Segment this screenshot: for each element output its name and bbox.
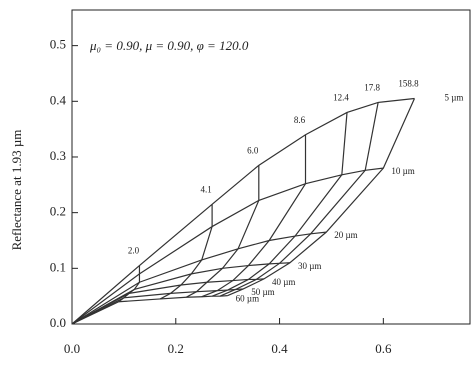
tau-label: 2.0 — [128, 246, 140, 256]
radius-label: 40 µm — [272, 277, 295, 287]
radius-label: 50 µm — [251, 287, 274, 297]
y-tick-label: 0.0 — [50, 315, 66, 330]
tau-curve — [201, 134, 307, 298]
tau-curve — [211, 112, 348, 297]
tau-curve — [159, 204, 213, 300]
radius-curve — [71, 97, 415, 325]
tau-label: 8.6 — [294, 115, 306, 125]
radius-label: 20 µm — [334, 230, 357, 240]
radius-curve — [71, 295, 228, 325]
x-tick-label: 0.2 — [168, 341, 184, 356]
tau-label: 12.4 — [333, 93, 349, 103]
x-tick-label: 0.0 — [64, 341, 80, 356]
tau-label: 6.0 — [247, 145, 259, 155]
annotation: μ₀ = 0.90, μ = 0.90, φ = 120.0 — [89, 38, 249, 53]
y-axis-label: Reflectance at 1.93 µm — [9, 130, 24, 251]
x-tick-label: 0.4 — [271, 341, 288, 356]
x-tick-label: 0.6 — [375, 341, 392, 356]
tau-label: 17.8 — [364, 82, 380, 92]
y-tick-label: 0.5 — [50, 37, 66, 52]
tau-curve — [118, 265, 141, 303]
tau-label: 158.8 — [398, 79, 419, 89]
tau-label: 4.1 — [200, 184, 211, 194]
radius-label: 10 µm — [391, 166, 414, 176]
tau-curve — [219, 102, 379, 297]
radius-label: 60 µm — [236, 294, 259, 304]
y-tick-label: 0.1 — [50, 259, 66, 274]
tau-curve — [185, 165, 260, 298]
tau-curve — [227, 98, 416, 297]
radius-curve — [71, 167, 384, 325]
radius-curve — [71, 231, 327, 325]
y-tick-label: 0.4 — [50, 92, 67, 107]
y-tick-label: 0.2 — [50, 204, 66, 219]
plot-frame — [71, 9, 471, 325]
radius-label: 30 µm — [298, 261, 321, 271]
y-tick-label: 0.3 — [50, 148, 66, 163]
radius-curve — [71, 262, 290, 325]
radius-label: 5 µm — [444, 93, 463, 103]
